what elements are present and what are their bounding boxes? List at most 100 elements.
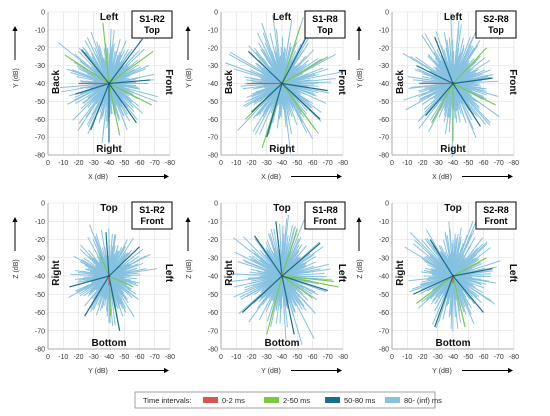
y-tick-label: -20 [379,237,389,244]
y-tick-label: 0 [41,10,45,17]
x-tick-label: -50 [119,160,129,167]
ray-50-80-ms [69,275,110,288]
legend-label: 0-2 ms [222,396,245,405]
ray-80-inf-ms [225,62,283,84]
y-tick-label: -80 [208,347,218,354]
ray-50-80-ms [90,83,110,131]
ray-50-80-ms [108,38,144,84]
panel-4: 0-10-20-30-40-50-60-70-800 -10 -20 -30 -40 -5… [12,201,175,375]
x-tick-label: -80 [509,354,519,361]
y-tick-label: -20 [208,237,218,244]
ray-2-50-ms [281,26,301,84]
x-tick-label: -10 [58,354,68,361]
y-tick-label: -60 [379,117,389,124]
legend-swatch [264,397,279,403]
x-tick-label: -50 [292,354,302,361]
y-tick-label: 0 [385,201,389,208]
y-axis-title: Y (dB) [357,68,364,88]
y-tick-label: -10 [35,219,45,226]
direction-label-top: Left [273,12,292,23]
x-tick-label: -70 [150,160,160,167]
panel-2: 0-10-20-30-40-50-60-70-800 -10 -20 -30 -40 -5… [185,10,348,181]
x-axis-title: X (dB) [261,174,281,181]
ray-50-80-ms [105,232,110,277]
y-tick-label: -10 [208,27,218,34]
x-tick-label: 0 [219,354,223,361]
legend-label: 80- (inf) ms [404,396,442,405]
ray-80-inf-ms [242,236,283,277]
direction-label-right: Left [336,264,347,283]
y-axis-title: Y (dB) [13,68,20,88]
x-tick-label: 0 [219,160,223,167]
x-tick-label: -40 [104,354,114,361]
ray-group [68,224,158,331]
ray-80-inf-ms [101,83,110,144]
x-tick-label: -40 [277,160,287,167]
ray-50-80-ms [254,235,283,277]
x-tick-label: -70 [323,354,333,361]
panel-id-label: S1-R8 [312,14,338,24]
panel-id-label: S2-R8 [483,14,509,24]
x-tick-label: -60 [478,160,488,167]
ray-50-80-ms [281,242,321,277]
x-tick-label: -60 [478,354,488,361]
y-axis-title: Z (dB) [13,259,20,278]
panel-id-box [304,10,346,39]
ray-group [402,12,500,158]
legend-swatch [385,397,400,403]
y-tick-label: -40 [35,274,45,281]
ray-50-80-ms [84,275,110,317]
x-tick-label: -50 [463,354,473,361]
x-tick-label: -40 [104,160,114,167]
legend-swatch [203,397,218,403]
y-tick-label: -80 [379,347,389,354]
y-tick-label: -30 [35,63,45,70]
y-tick-label: -10 [379,27,389,34]
ray-80-inf-ms [108,274,141,277]
y-tick-label: -50 [35,99,45,106]
x-tick-label: -30 [262,160,272,167]
x-axis-title: Y (dB) [88,368,108,375]
ray-2-50-ms [431,83,454,124]
y-axis-arrowhead [356,26,362,31]
y-tick-label: -40 [379,274,389,281]
y-tick-label: -70 [379,135,389,142]
y-axis-arrowhead [356,217,362,222]
direction-label-right: Front [163,69,174,95]
ray-50-80-ms [108,83,137,124]
y-axis-title: Z (dB) [357,259,364,278]
legend-label: 50-80 ms [344,396,376,405]
legend-title: Time intervals: [143,396,191,405]
ray-50-80-ms [413,275,454,295]
x-tick-label: -30 [262,354,272,361]
y-tick-label: -30 [35,255,45,262]
ray-2-50-ms [452,83,496,106]
x-tick-label: -30 [89,354,99,361]
panel-view-label: Top [317,25,333,35]
x-axis-arrowhead [337,173,342,180]
ray-2-50-ms [281,83,316,131]
ray-50-80-ms [434,36,454,84]
x-tick-label: -40 [448,354,458,361]
origin-point [107,274,111,278]
y-tick-label: -60 [208,117,218,124]
ray-group [228,214,339,345]
direction-label-bottom: Right [440,144,466,155]
x-tick-label: -20 [246,160,256,167]
x-tick-label: -70 [323,160,333,167]
y-tick-label: -50 [35,292,45,299]
y-tick-label: 0 [385,10,389,17]
y-tick-label: -60 [35,310,45,317]
ray-50-80-ms [452,268,493,277]
y-tick-label: -70 [208,135,218,142]
panel-1: 0-10-20-30-40-50-60-70-800 -10 -20 -30 -40 -5… [12,10,175,181]
x-tick-label: 0 [390,354,394,361]
panel-id-box [304,201,346,230]
ray-50-80-ms [429,239,454,277]
direction-label-right: Front [507,69,518,95]
direction-label-top: Top [273,203,291,214]
panel-3: 0-10-20-30-40-50-60-70-800 -10 -20 -30 -40 -5… [356,10,519,181]
y-tick-label: -10 [35,27,45,34]
direction-label-top: Top [100,203,118,214]
